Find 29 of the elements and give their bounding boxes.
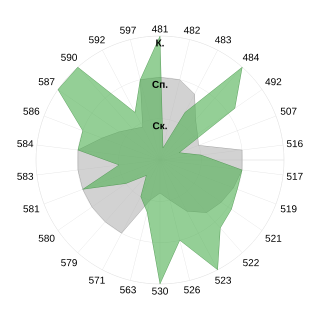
spoke-label: 597	[120, 26, 136, 34]
y-tick-label: Сп.	[152, 80, 168, 88]
spoke-label: 507	[280, 108, 297, 115]
spoke-label: 587	[38, 78, 54, 86]
spoke-label: 484	[242, 54, 260, 61]
spoke-label: 482	[184, 26, 200, 34]
spoke-label: 516	[286, 140, 303, 148]
y-tick-label: К.	[156, 40, 164, 46]
spoke-label: 580	[38, 234, 55, 242]
spoke-label: 579	[61, 259, 77, 266]
spoke-label: 592	[88, 36, 105, 44]
spoke-label: 581	[23, 205, 40, 212]
spoke-label: 523	[215, 276, 232, 284]
spoke-label: 584	[17, 140, 34, 148]
spoke-label: 590	[61, 54, 77, 61]
spoke-label: 492	[265, 78, 282, 86]
spoke-label: 519	[280, 205, 297, 212]
spoke-label: 571	[88, 276, 105, 284]
spoke-label: 563	[120, 286, 136, 294]
spoke-label: 517	[286, 172, 303, 180]
spoke-label: 521	[265, 234, 282, 242]
spoke-label: 526	[184, 286, 200, 294]
spoke-label: 583	[17, 172, 34, 180]
spoke-label: 522	[243, 259, 259, 266]
spoke-label: 530	[152, 288, 168, 295]
spoke-label: 481	[152, 25, 168, 32]
spoke-label: 483	[214, 36, 232, 44]
spoke-label: 586	[23, 108, 40, 115]
y-tick-label: Ск.	[152, 122, 167, 130]
